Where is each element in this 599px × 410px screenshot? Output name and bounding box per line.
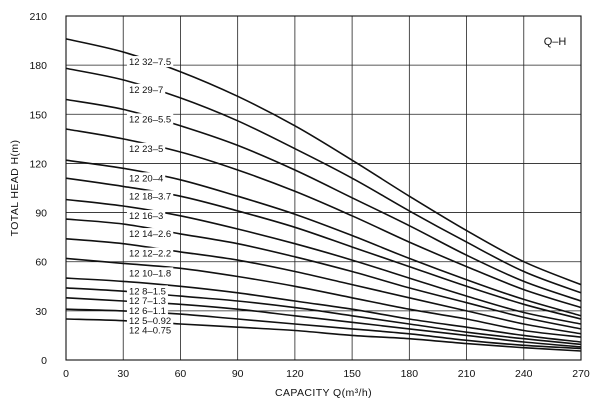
y-tick-label: 120	[29, 158, 47, 170]
series-label-background	[126, 210, 166, 222]
series-label-background	[126, 228, 174, 240]
series-label: 12 23–5	[129, 144, 163, 155]
series-line	[65, 257, 582, 338]
series-label-background	[126, 305, 168, 317]
plot-frame	[65, 15, 582, 361]
series-label: 12 18–3.7	[129, 191, 171, 202]
curve-labels: 12 32–7.5 12 29–7 12 26–5.5 12 23–5 12 20–4 1…	[126, 56, 174, 337]
x-tick-label: 0	[63, 368, 69, 380]
x-tick-label: 270	[572, 368, 590, 380]
y-axis-title: TOTAL HEAD H(m)	[9, 140, 21, 237]
y-tick-label: 180	[29, 60, 47, 72]
chart-corner-label: Q–H	[544, 36, 567, 48]
series-label: 12 8–1.5	[129, 286, 166, 297]
x-tick-label: 120	[286, 368, 304, 380]
y-tick-label: 60	[35, 257, 47, 269]
y-tick-label: 210	[29, 11, 47, 23]
x-tick-label: 210	[458, 368, 476, 380]
series-label-background	[126, 172, 166, 184]
series-label: 12 7–1.3	[129, 296, 166, 307]
series-label: 12 5–0.92	[129, 316, 171, 327]
series-label-background	[126, 83, 166, 95]
series-label: 12 12–2.2	[129, 249, 171, 260]
series-label: 12 6–1.1	[129, 306, 166, 317]
series-label-background	[126, 56, 174, 68]
series-label-background	[126, 142, 166, 154]
tick-labels: 0 30 60 90 120 150 180 210 240 270 0 30 60 90 120 150 18…	[29, 11, 589, 380]
series-label: 12 14–2.6	[129, 229, 171, 240]
series-label: 12 32–7.5	[129, 57, 171, 68]
x-tick-label: 60	[175, 368, 187, 380]
series-label-background	[126, 314, 174, 326]
x-tick-label: 150	[343, 368, 361, 380]
series-label-background	[126, 285, 168, 297]
series-label-background	[126, 190, 174, 202]
series-label: 12 4–0.75	[129, 326, 171, 337]
x-tick-label: 240	[515, 368, 533, 380]
y-tick-label: 90	[35, 208, 47, 220]
series-line	[65, 277, 582, 343]
series-line	[65, 238, 582, 335]
series-label: 12 29–7	[129, 85, 163, 96]
x-tick-label: 90	[232, 368, 244, 380]
y-tick-label: 30	[35, 306, 47, 318]
y-tick-label: 0	[41, 355, 47, 367]
series-label-background	[126, 247, 174, 259]
x-tick-label: 30	[117, 368, 129, 380]
x-axis-title: CAPACITY Q(m³/h)	[275, 387, 372, 399]
series-label: 12 26–5.5	[129, 114, 171, 125]
series-label: 12 10–1.8	[129, 268, 171, 279]
x-tick-label: 180	[401, 368, 419, 380]
series-label-background	[126, 295, 168, 307]
series-label-background	[126, 267, 174, 279]
series-label-background	[126, 113, 174, 125]
series-label: 12 20–4	[129, 173, 163, 184]
y-tick-label: 150	[29, 109, 47, 121]
series-label-background	[126, 324, 174, 336]
series-label: 12 16–3	[129, 211, 163, 222]
